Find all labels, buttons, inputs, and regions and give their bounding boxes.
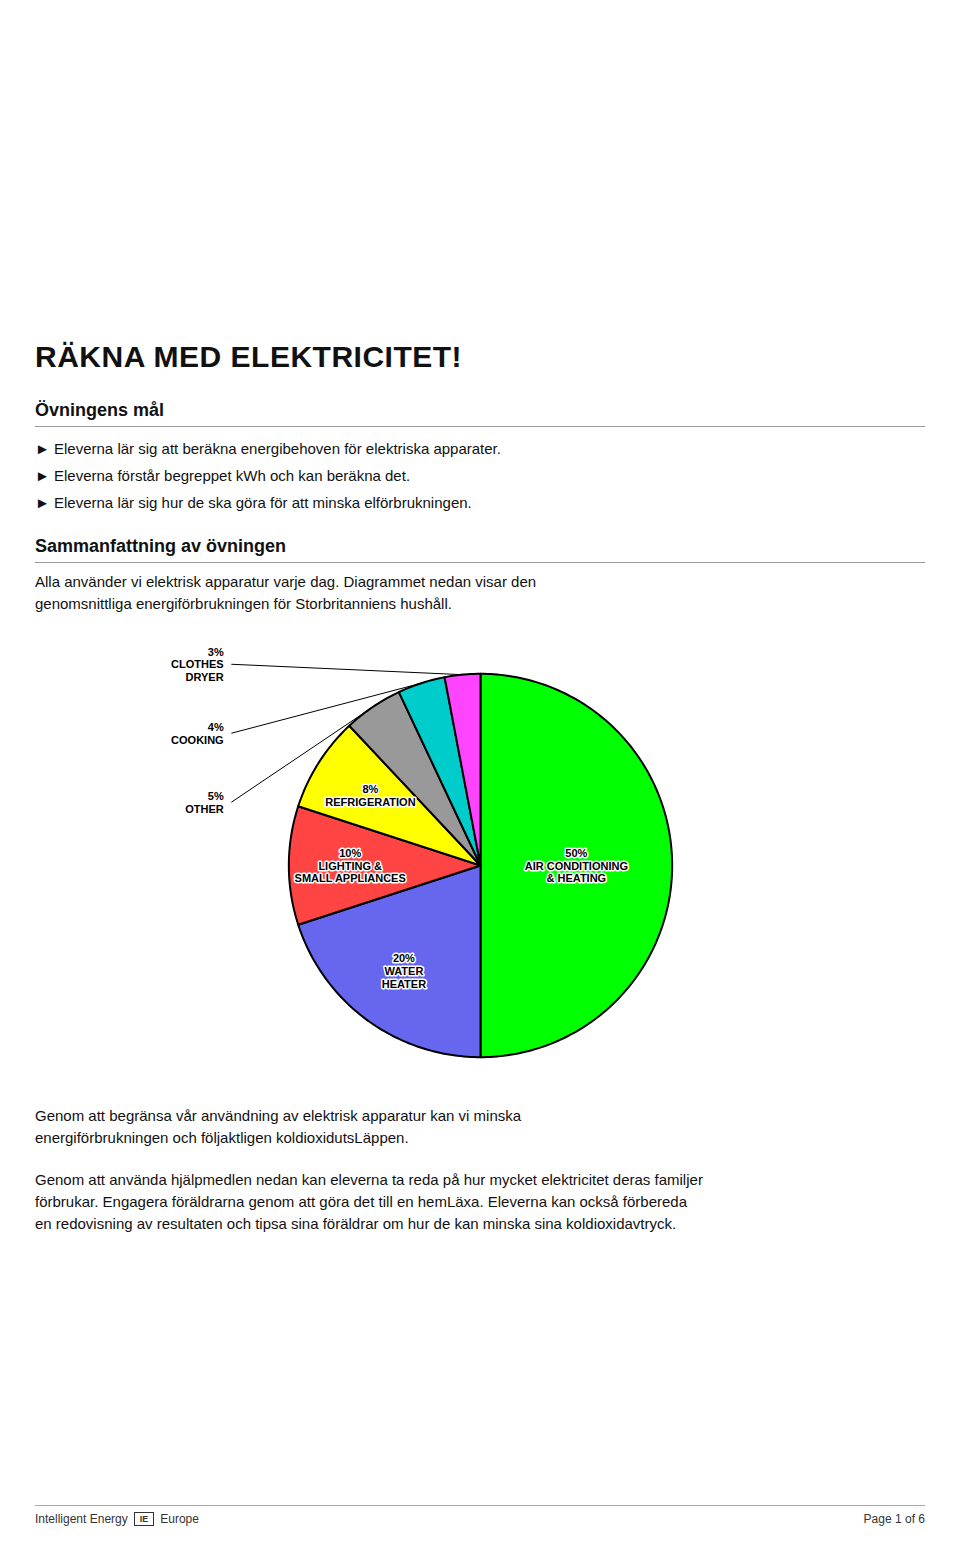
svg-text:8%REFRIGERATION: 8%REFRIGERATION: [325, 783, 415, 808]
svg-text:5%OTHER: 5%OTHER: [185, 790, 224, 815]
html-text:IE: IE: [139, 1514, 149, 1524]
html-text:► Eleverna lär sig att beräkna: ► Eleverna lär sig att beräkna energibeh…: [35, 440, 501, 457]
html-text:Genom att begränsa vår användn: Genom att begränsa vår användning av ele…: [35, 1107, 522, 1124]
svg-text:20%WATERHEATER: 20%WATERHEATER: [382, 952, 426, 989]
html-text:Sammanfattning av övningen: Sammanfattning av övningen: [35, 536, 286, 556]
svg-text:10%LIGHTING &SMALL APPLIANCES: 10%LIGHTING &SMALL APPLIANCES: [295, 847, 406, 884]
html-text:Europe: Europe: [160, 1512, 199, 1526]
html-text:energiförbrukningen och följak: energiförbrukningen och följaktligen kol…: [35, 1129, 409, 1146]
svg-text:3%CLOTHESDRYER: 3%CLOTHESDRYER: [171, 646, 224, 683]
html-text:Genom att använda hjälpmedlen: Genom att använda hjälpmedlen nedan kan …: [35, 1171, 703, 1188]
html-text:Övningens mål: Övningens mål: [35, 400, 164, 420]
html-text:Alla använder vi elektrisk app: Alla använder vi elektrisk apparatur var…: [35, 573, 537, 590]
html-text:genomsnittliga energiförbrukni: genomsnittliga energiförbrukningen för S…: [35, 595, 452, 612]
html-text:Intelligent Energy: Intelligent Energy: [35, 1512, 128, 1526]
html-text:► Eleverna lär sig hur de ska: ► Eleverna lär sig hur de ska göra för a…: [35, 494, 472, 511]
html-text:Page 1 of 6: Page 1 of 6: [863, 1512, 925, 1526]
svg-text:4%COOKING: 4%COOKING: [171, 721, 224, 746]
svg-text:50%AIR CONDITIONING& HEATING: 50%AIR CONDITIONING& HEATING: [525, 847, 628, 884]
html-text:förbrukar. Engagera föräldrarn: förbrukar. Engagera föräldrarna genom at…: [35, 1193, 688, 1210]
html-text:RÄKNA MED ELEKTRICITET!: RÄKNA MED ELEKTRICITET!: [35, 340, 462, 373]
html-text:en redovisning av resultaten o: en redovisning av resultaten och tipsa s…: [35, 1215, 677, 1232]
html-text:► Eleverna förstår begreppet k: ► Eleverna förstår begreppet kWh och kan…: [35, 467, 411, 484]
